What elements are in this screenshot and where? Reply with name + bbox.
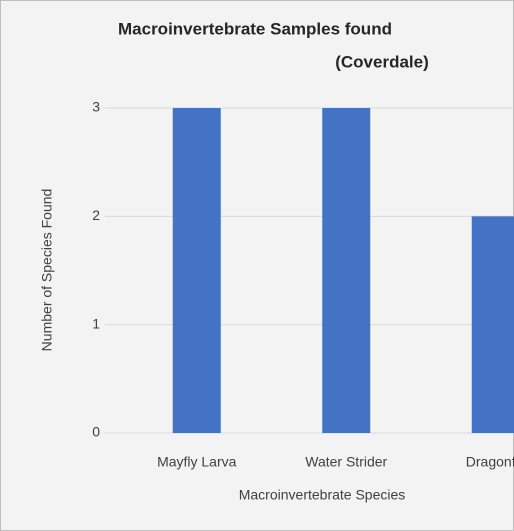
y-axis-label: Number of Species Found [39,189,55,352]
bar [471,216,514,433]
bar [322,108,371,433]
x-tick-label: Dragonfly [466,454,514,470]
bar [172,108,221,433]
y-tick-label: 3 [92,99,100,115]
y-tick-label: 2 [92,207,100,223]
y-tick-label: 1 [92,315,100,331]
x-tick-label: Mayfly Larva [157,454,237,470]
chart-title: Macroinvertebrate Samples found [118,19,392,38]
x-tick-label: Water Strider [305,454,387,470]
y-tick-label: 0 [92,424,100,440]
chart-subtitle: (Coverdale) [335,52,429,71]
x-axis-label: Macroinvertebrate Species [239,487,406,503]
